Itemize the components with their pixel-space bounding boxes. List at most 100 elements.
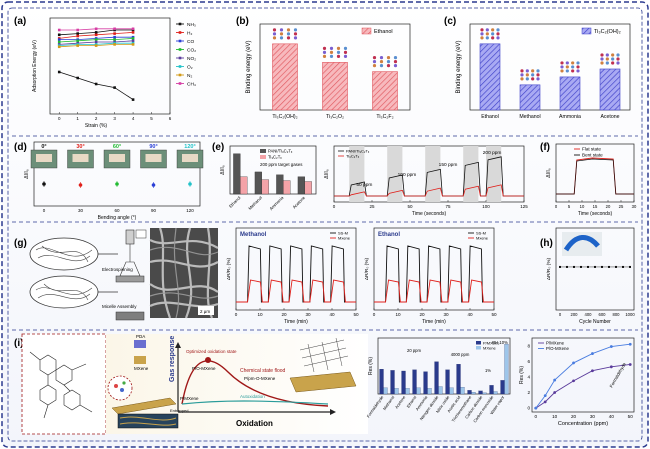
chart-i1-ylabel: Res (%) — [368, 357, 374, 375]
chart-b-bar — [322, 62, 348, 111]
chart-i1-bar — [482, 392, 487, 395]
chart-d-point — [188, 182, 192, 186]
panel-g: (g) Electrospinning Micelle Assembly — [14, 227, 497, 325]
chart-a-point — [94, 40, 98, 44]
chart-d-angle-label: 0° — [41, 144, 46, 150]
chart-g2-xlabel: Time (min) — [422, 319, 446, 325]
chart-i2-point — [534, 406, 538, 410]
chart-c-axes — [469, 23, 631, 111]
chart-a-point — [94, 27, 98, 31]
chart-h-point — [559, 265, 561, 268]
chart-e2-xtick: 100 — [482, 204, 490, 209]
chart-f-legend-label: Bent state — [582, 153, 603, 158]
chart-d-xtick: 120 — [186, 208, 194, 213]
g-label-electrospinning: Electrospinning — [102, 267, 133, 272]
chart-d-point — [78, 183, 83, 187]
chart-e1-legend-label: Ti₃C₂Tₓ — [268, 155, 282, 160]
chart-b-category-label: Ti₃C₂O₂ — [326, 114, 344, 120]
chart-e2-exposure-band — [425, 146, 441, 202]
panel-f-label: (f) — [540, 142, 550, 153]
chart-i2-xtick: 10 — [552, 414, 558, 419]
chart-i1-bar — [379, 369, 384, 395]
chart-a-point — [131, 43, 135, 46]
chart-i1-bar — [434, 361, 439, 395]
chart-h-xtick: 800 — [613, 312, 621, 317]
chart-c-legend-label: Ti₃C₂(OH)₂ — [594, 29, 621, 35]
chart-i2-point — [628, 363, 632, 366]
chart-i1-bar — [438, 386, 443, 395]
chart-e2-xtick: 125 — [520, 204, 528, 209]
panel-a: (a) 0 1 2 3 4 5 6 NH₃ H₂ CO CO₂ NO₂ O₂ N₂ CH₄ Adsorptio… — [14, 16, 196, 129]
chart-i1-bar — [467, 390, 472, 395]
chart-a-xtick: 4 — [132, 116, 135, 121]
chart-h-xtick: 0 — [559, 312, 562, 317]
chart-h-xtick: 1000 — [625, 312, 635, 317]
chart-a-point — [76, 76, 79, 80]
chart-e2-xtick: 0 — [333, 204, 336, 209]
chart-g1-series-ssm — [236, 245, 356, 303]
chart-i1-category-label: Ethanol — [405, 395, 417, 409]
chart-g1-xtick: 50 — [353, 312, 359, 317]
chart-c-plot: Ethanol Methanol Ammonia Acetone Ti₃C₂(OH)₂ B… — [456, 23, 631, 120]
chart-h-point — [615, 265, 617, 268]
chart-d-point — [151, 183, 156, 187]
panel-d: (d) 0° 30° 60° 90° 120° 0 30 60 90 120 ΔI/I₀ Bendin… — [14, 141, 204, 221]
chart-d-xtick: 60 — [114, 208, 120, 213]
chart-e1-bar — [283, 180, 291, 195]
chart-d-photo-hand — [72, 154, 89, 162]
chart-c-bar — [519, 84, 541, 111]
panel-d-label: (d) — [14, 142, 27, 153]
chart-i2-xlabel: Concentration (ppm) — [558, 421, 608, 427]
chart-a-point — [113, 27, 116, 31]
chart-i1-annotation: RH 10% — [492, 340, 508, 345]
g-power-supply-icon — [135, 229, 147, 239]
i-molecule-structure — [29, 351, 93, 419]
i-entrapped-label: Entrapped — [170, 408, 188, 413]
chart-e1-ylabel: ΔI/I₀ — [220, 165, 226, 175]
chart-i1-bar — [416, 387, 421, 395]
chart-a-point — [131, 39, 135, 43]
chart-h-axes — [555, 227, 635, 311]
chart-i1-bar — [449, 387, 454, 395]
chart-a-xtick: 3 — [113, 116, 116, 121]
i-pda-label: PDA — [136, 334, 145, 339]
chart-a-point — [113, 43, 116, 46]
chart-h-ylabel: ΔR/R₀ (%) — [546, 257, 552, 280]
i-autoxidation-label: Autoxidation — [240, 394, 265, 399]
chart-f-xtick: 15 — [593, 204, 598, 209]
chart-b-category-label: Ti₃C₂F₂ — [376, 114, 393, 120]
chart-a-point — [76, 32, 79, 35]
chart-a-point — [57, 33, 61, 37]
chart-i2-axes — [531, 337, 635, 413]
chart-i2-xtick: 0 — [534, 414, 537, 419]
chart-b-ylabel: Binding energy (eV) — [246, 40, 252, 93]
chart-g2-xtick: 0 — [373, 312, 376, 317]
chart-h-finger-icon — [563, 235, 600, 252]
i-pomxene-label: P/O-MXene — [192, 366, 216, 371]
chart-i1-bar — [390, 370, 395, 395]
chart-d-angle-label: 30° — [76, 144, 84, 150]
chart-d-ylabel: ΔI/I₀ — [24, 169, 30, 179]
chart-g1-ylabel: ΔR/R₀ (%) — [226, 257, 232, 280]
panel-i: (i) PDA MXene — [14, 333, 635, 435]
chart-g2-xtick: 50 — [491, 312, 497, 317]
chart-e2-ylabel: ΔI/I₀ — [324, 169, 330, 179]
i-ppm-label: P/pm-O-MXene — [244, 376, 276, 381]
chart-i2-point — [591, 369, 594, 373]
chart-i1-annotation: 4000 ppm — [451, 352, 470, 357]
chart-h-point — [594, 265, 596, 268]
chart-e2-series-mxene — [334, 184, 524, 197]
chart-i2-point — [553, 378, 557, 382]
chart-a-point — [57, 45, 61, 49]
chart-i2-xtick: 40 — [609, 414, 615, 419]
chart-e1-bar — [233, 153, 241, 195]
chart-a-point — [94, 33, 98, 37]
chart-g1-series-mxene — [236, 279, 356, 303]
g-collector-icon — [115, 275, 145, 283]
chart-g2-xtick: 40 — [467, 312, 473, 317]
chart-g2-xtick: 10 — [395, 312, 401, 317]
i-lattice — [299, 337, 349, 373]
chart-i2-xtick: 50 — [628, 414, 634, 419]
chart-a-xtick: 2 — [95, 116, 98, 121]
